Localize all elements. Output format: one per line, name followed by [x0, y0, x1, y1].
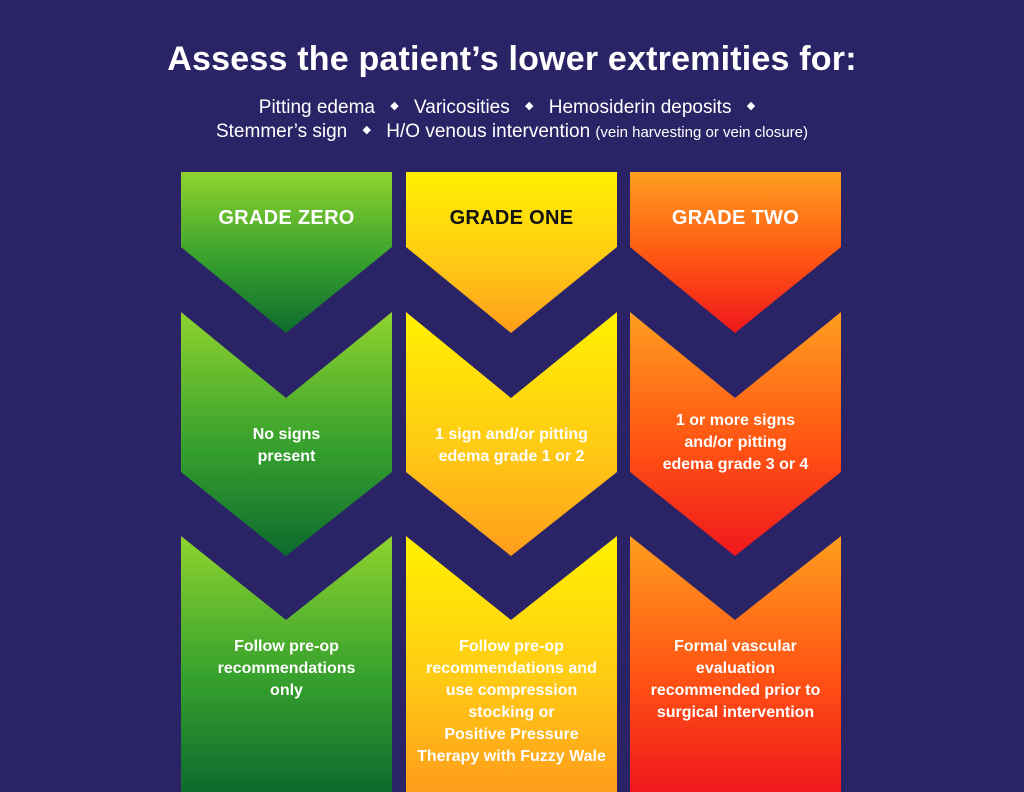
criteria-line-1: Pitting edema ◆ Varicosities ◆ Hemosider… — [0, 98, 1024, 117]
page-title: Assess the patient’s lower extremities f… — [167, 40, 857, 78]
criterion-stemmers-sign: Stemmer’s sign — [215, 121, 348, 142]
criterion-venous-intervention: H/O venous intervention — [386, 121, 591, 142]
criterion-hemosiderin-deposits: Hemosiderin deposits — [548, 97, 732, 118]
grade-one-signs: 1 sign and/or pitting edema grade 1 or 2 — [435, 426, 588, 465]
bullet-icon: ◆ — [390, 100, 399, 113]
criteria-line-2: Stemmer’s sign ◆ H/O venous intervention… — [0, 122, 1024, 141]
grade-zero-title: GRADE ZERO — [218, 207, 355, 229]
criterion-varicosities: Varicosities — [414, 97, 510, 118]
grade-two-column — [630, 172, 841, 792]
grade-two-signs: 1 or more signs and/or pitting edema gra… — [662, 412, 809, 473]
grade-one-title: GRADE ONE — [449, 207, 574, 229]
grade-one-chevron-top — [406, 172, 617, 333]
grade-two-chevron-bottom — [630, 536, 841, 792]
bullet-icon: ◆ — [746, 100, 756, 113]
grade-two-recommendation: Formal vascular evaluation recommended p… — [650, 638, 821, 721]
grade-one-chevron-bottom — [406, 536, 617, 792]
grade-two-chevron-middle — [630, 312, 841, 556]
grade-one-chevron-middle — [406, 312, 617, 556]
grade-zero-chevron-top — [181, 172, 392, 333]
bullet-icon: ◆ — [362, 124, 372, 137]
grade-zero-recommendation: Follow pre-op recommendations only — [217, 638, 356, 699]
grade-zero-column — [181, 172, 392, 792]
bullet-icon: ◆ — [525, 100, 534, 113]
criterion-note: (vein harvesting or vein closure) — [595, 124, 809, 141]
grade-zero-chevron-middle — [181, 312, 392, 556]
grade-zero-chevron-bottom — [181, 536, 392, 792]
grade-one-recommendation: Follow pre-op recommendations and use co… — [417, 638, 606, 765]
criterion-pitting-edema: Pitting edema — [258, 97, 375, 118]
grade-two-title: GRADE TWO — [671, 207, 800, 229]
grade-two-chevron-top — [630, 172, 841, 333]
grade-zero-signs: No signs present — [252, 426, 321, 465]
grade-one-column — [406, 172, 617, 792]
